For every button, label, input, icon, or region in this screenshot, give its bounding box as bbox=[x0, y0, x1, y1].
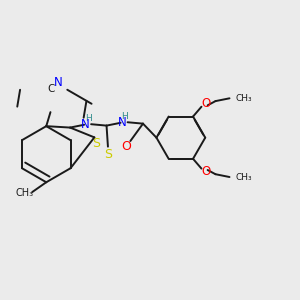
Text: N: N bbox=[81, 118, 90, 131]
Text: CH₃: CH₃ bbox=[236, 94, 252, 103]
Text: CH₃: CH₃ bbox=[236, 172, 252, 182]
Text: C: C bbox=[47, 84, 55, 94]
Text: N: N bbox=[118, 116, 126, 129]
Text: O: O bbox=[201, 165, 210, 178]
Text: O: O bbox=[201, 98, 210, 110]
Text: S: S bbox=[104, 148, 112, 161]
Text: H: H bbox=[122, 112, 128, 121]
Text: S: S bbox=[92, 137, 100, 150]
Text: H: H bbox=[85, 113, 92, 122]
Text: CH₃: CH₃ bbox=[15, 188, 33, 199]
Text: O: O bbox=[121, 140, 131, 153]
Text: N: N bbox=[54, 76, 63, 89]
